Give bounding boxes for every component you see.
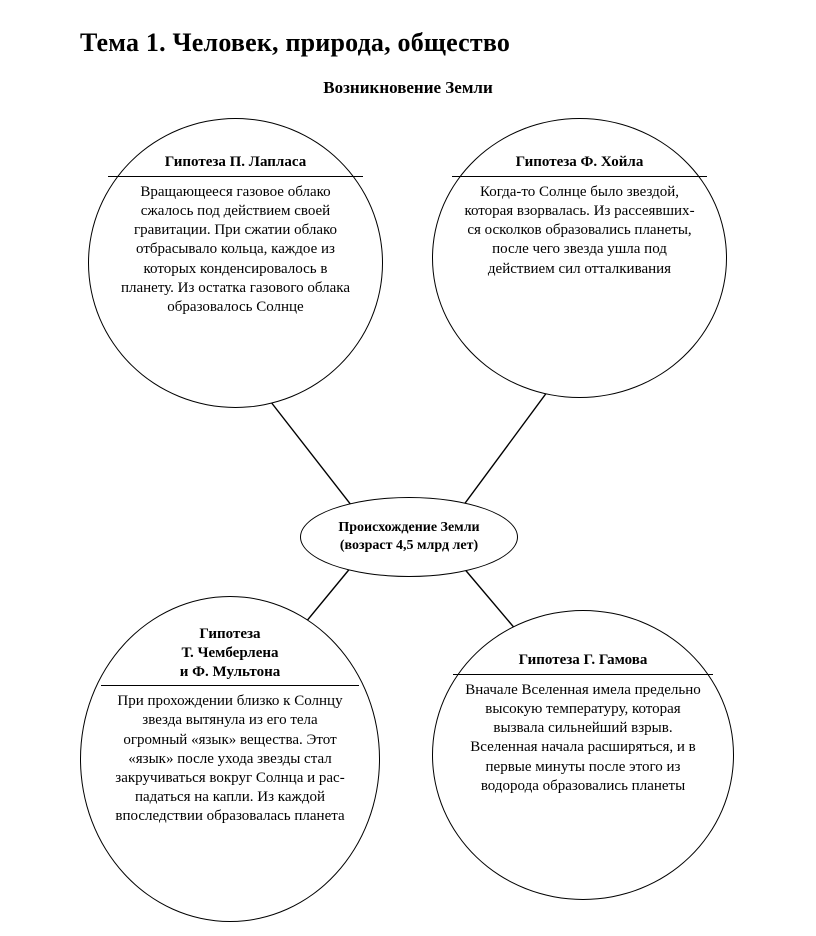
node-body: Когда-то Солнце было звездой, которая вз… — [433, 183, 726, 279]
page-heading: Тема 1. Человек, природа, общество — [80, 28, 510, 58]
node-body: При прохождении близко к Солнцу звезда в… — [81, 692, 379, 826]
node-title: Гипотеза Ф. Хойла — [452, 153, 707, 177]
node-body: Вначале Вселенная имела предельно высо­к… — [433, 681, 733, 796]
center-node: Происхождение Земли (возраст 4,5 млрд ле… — [300, 497, 518, 577]
node-chamberlin: ГипотезаТ. Чемберленаи Ф. Мультона При п… — [80, 596, 380, 922]
center-node-text: Происхождение Земли (возраст 4,5 млрд ле… — [338, 519, 479, 555]
node-gamow: Гипотеза Г. Гамова Вначале Вселенная име… — [432, 610, 734, 900]
node-title: Гипотеза Г. Гамова — [453, 651, 713, 675]
center-line2: (возраст 4,5 млрд лет) — [340, 538, 478, 553]
node-body: Вращающееся газовое облако сжалось под д… — [89, 183, 382, 317]
node-title: Гипотеза П. Лапласа — [108, 153, 363, 177]
diagram-page: Тема 1. Человек, природа, общество Возни… — [0, 0, 816, 936]
node-hoyle: Гипотеза Ф. Хойла Когда-то Солнце было з… — [432, 118, 727, 398]
page-subheading: Возникновение Земли — [0, 78, 816, 98]
node-title: ГипотезаТ. Чемберленаи Ф. Мультона — [101, 625, 360, 686]
center-line1: Происхождение Земли — [338, 520, 479, 535]
node-laplace: Гипотеза П. Лапласа Вращающееся газовое … — [88, 118, 383, 408]
